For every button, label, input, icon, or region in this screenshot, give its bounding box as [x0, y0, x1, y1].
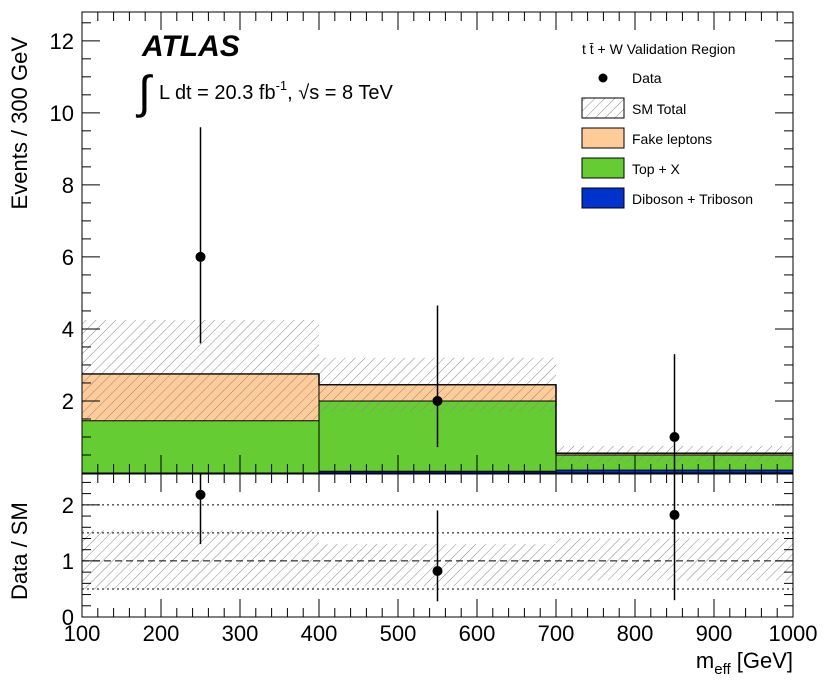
legend-data-marker: [598, 73, 608, 83]
x-tick-label: 500: [380, 621, 417, 646]
legend-top-x-swatch: [581, 157, 625, 179]
legend-entry-top-x: Top + X: [632, 161, 681, 177]
data-point-2: [432, 395, 443, 406]
x-tick-label: 600: [459, 621, 496, 646]
ratio-y-tick-label: 0: [62, 605, 74, 630]
ratio-points: [195, 474, 680, 602]
x-axis-label: meff [GeV]: [696, 648, 793, 678]
ratio-point-2: [432, 566, 443, 577]
bar-top-x-bin-1: [82, 420, 319, 473]
x-tick-label: 200: [143, 621, 180, 646]
main-y-axis-label: Events / 300 GeV: [7, 37, 32, 210]
legend-entry-sm-total: SM Total: [632, 101, 686, 117]
ratio-point-1: [195, 489, 206, 500]
x-tick-label: 400: [301, 621, 338, 646]
legend-diboson-swatch: [581, 187, 625, 209]
main-plot-panel: 2 4 6 8 10 12 Events / 300 GeV ATLAS ∫ L dt =…: [7, 11, 794, 474]
y-tick-label: 10: [50, 101, 74, 126]
luminosity-text: L dt = 20.3 fb: [159, 82, 276, 104]
ratio-y-tick-label: 1: [62, 549, 74, 574]
legend: t t̄ + W Validation Region Data SM Total…: [581, 41, 753, 209]
ratio-point-3: [669, 509, 680, 520]
ratio-y-axis-label: Data / SM: [7, 502, 32, 600]
data-points: [195, 127, 680, 473]
y-tick-label: 2: [62, 389, 74, 414]
ratio-y-ticks: 0 1 2: [62, 481, 793, 630]
ratio-y-tick-label: 2: [62, 493, 74, 518]
main-x-ticks: [81, 12, 794, 473]
ratio-plot-panel: 0 1 2 100 200 300 400 500 600 700 800 900 1000 Data…: [7, 473, 818, 678]
x-tick-label: 800: [617, 621, 654, 646]
luminosity-unit-superscript: -1: [276, 78, 288, 93]
energy-text: , √s = 8 TeV: [287, 82, 393, 104]
x-axis-label-unit: [GeV]: [731, 648, 793, 673]
legend-title: t t̄ + W Validation Region: [582, 41, 735, 57]
y-tick-label: 8: [62, 173, 74, 198]
legend-sm-total-swatch: [581, 97, 625, 119]
x-tick-label: 1000: [769, 621, 818, 646]
x-tick-label: 700: [538, 621, 575, 646]
bar-diboson-triboson-bin-2: [319, 471, 556, 473]
data-point-3: [669, 431, 680, 442]
y-tick-label: 4: [62, 317, 74, 342]
ratio-x-ticks: 100 200 300 400 500 600 700 800 900 1000: [64, 474, 818, 646]
x-tick-label: 100: [64, 621, 101, 646]
data-point-1: [195, 251, 206, 262]
luminosity-label: L dt = 20.3 fb-1, √s = 8 TeV: [159, 78, 393, 104]
main-y-ticks: 2 4 6 8 10 12: [50, 22, 793, 456]
legend-entry-data: Data: [632, 70, 662, 86]
legend-fake-leptons-swatch: [581, 127, 625, 149]
x-axis-label-subscript: eff: [714, 661, 731, 678]
legend-entry-diboson-triboson: Diboson + Triboson: [632, 191, 753, 207]
legend-entry-fake-leptons: Fake leptons: [632, 131, 712, 147]
integral-sign: ∫: [135, 66, 153, 118]
y-tick-label: 12: [50, 29, 74, 54]
x-tick-label: 900: [696, 621, 733, 646]
x-axis-label-main: m: [696, 648, 714, 673]
atlas-label: ATLAS: [141, 30, 240, 63]
x-tick-label: 300: [222, 621, 259, 646]
y-tick-label: 6: [62, 245, 74, 270]
main-plot-frame: [81, 11, 794, 474]
ratio-plot-frame: [81, 473, 794, 618]
